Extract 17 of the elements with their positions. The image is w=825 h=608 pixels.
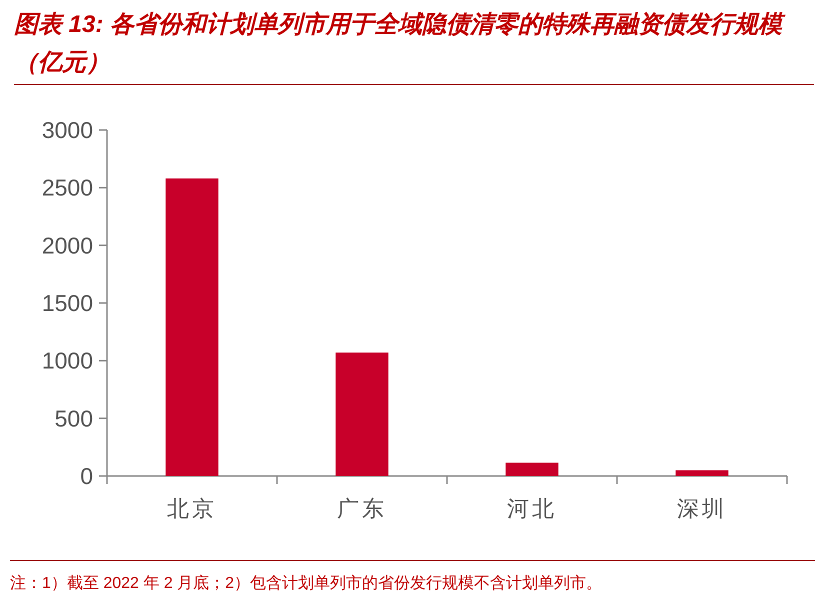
- y-tick-label: 1000: [42, 348, 93, 374]
- y-tick-label: 0: [80, 463, 93, 489]
- y-tick-label: 1500: [42, 290, 93, 316]
- x-tick-label: 广东: [337, 496, 387, 521]
- chart-title: 图表 13: 各省份和计划单列市用于全域隐债清零的特殊再融资债发行规模（亿元）: [14, 6, 814, 85]
- x-tick-label: 深圳: [677, 496, 727, 521]
- text: 注：1）截至 2022 年 2 月底；2）包含计划单列市的省份发行规模不含计划单列市。: [10, 574, 604, 594]
- x-tick-label: 北京: [167, 496, 217, 521]
- x-tick-label: 河北: [507, 496, 557, 521]
- y-tick-label: 500: [54, 405, 93, 432]
- y-tick-label: 3000: [42, 117, 93, 143]
- bar: [336, 352, 388, 476]
- bar: [166, 178, 218, 476]
- y-tick-label: 2500: [42, 174, 93, 201]
- bar: [676, 470, 728, 476]
- bar: [506, 462, 558, 476]
- y-tick-label: 2000: [42, 232, 93, 258]
